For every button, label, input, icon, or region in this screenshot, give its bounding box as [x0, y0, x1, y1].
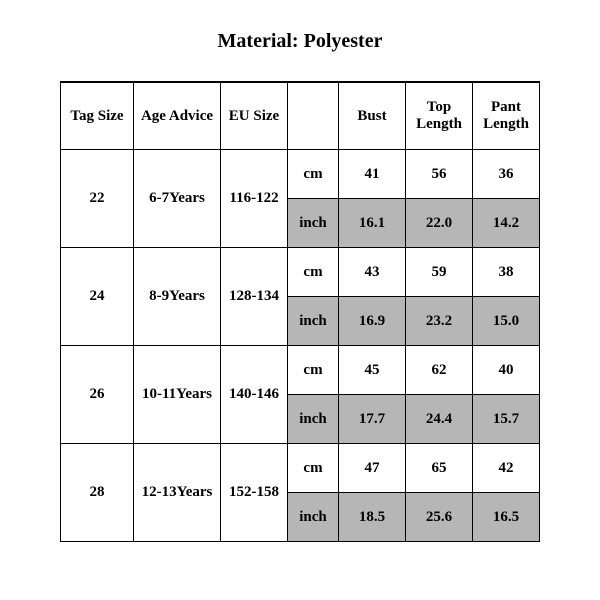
- cell-top-inch: 23.2: [406, 297, 473, 346]
- cell-eu: 140-146: [221, 346, 288, 444]
- cell-unit-inch: inch: [288, 297, 339, 346]
- cell-unit-cm: cm: [288, 444, 339, 493]
- col-bust: Bust: [339, 82, 406, 150]
- cell-bust-inch: 16.9: [339, 297, 406, 346]
- cell-bust-inch: 17.7: [339, 395, 406, 444]
- col-tag-size: Tag Size: [61, 82, 134, 150]
- cell-unit-inch: inch: [288, 395, 339, 444]
- col-top-length: Top Length: [406, 82, 473, 150]
- cell-pant-cm: 36: [473, 150, 540, 199]
- cell-top-cm: 65: [406, 444, 473, 493]
- cell-unit-cm: cm: [288, 248, 339, 297]
- cell-age: 10-11Years: [134, 346, 221, 444]
- cell-top-inch: 25.6: [406, 493, 473, 542]
- cell-pant-inch: 14.2: [473, 199, 540, 248]
- col-eu-size: EU Size: [221, 82, 288, 150]
- cell-bust-inch: 18.5: [339, 493, 406, 542]
- cell-eu: 128-134: [221, 248, 288, 346]
- cell-pant-cm: 38: [473, 248, 540, 297]
- cell-bust-cm: 47: [339, 444, 406, 493]
- cell-age: 6-7Years: [134, 150, 221, 248]
- col-unit: [288, 82, 339, 150]
- cell-tag: 28: [61, 444, 134, 542]
- cell-tag: 22: [61, 150, 134, 248]
- cell-bust-cm: 41: [339, 150, 406, 199]
- header-row: Tag Size Age Advice EU Size Bust Top Len…: [61, 82, 540, 150]
- cell-unit-cm: cm: [288, 346, 339, 395]
- cell-bust-cm: 43: [339, 248, 406, 297]
- cell-bust-inch: 16.1: [339, 199, 406, 248]
- cell-top-inch: 24.4: [406, 395, 473, 444]
- cell-top-cm: 56: [406, 150, 473, 199]
- cell-pant-cm: 42: [473, 444, 540, 493]
- cell-tag: 26: [61, 346, 134, 444]
- cell-top-inch: 22.0: [406, 199, 473, 248]
- cell-pant-cm: 40: [473, 346, 540, 395]
- cell-eu: 152-158: [221, 444, 288, 542]
- cell-unit-inch: inch: [288, 199, 339, 248]
- cell-top-cm: 59: [406, 248, 473, 297]
- table-row: 22 6-7Years 116-122 cm 41 56 36: [61, 150, 540, 199]
- cell-pant-inch: 16.5: [473, 493, 540, 542]
- cell-unit-cm: cm: [288, 150, 339, 199]
- page-title: Material: Polyester: [10, 30, 590, 53]
- table-row: 24 8-9Years 128-134 cm 43 59 38: [61, 248, 540, 297]
- cell-pant-inch: 15.7: [473, 395, 540, 444]
- cell-eu: 116-122: [221, 150, 288, 248]
- page: Material: Polyester Tag Size Age Advice …: [0, 0, 600, 600]
- table-row: 28 12-13Years 152-158 cm 47 65 42: [61, 444, 540, 493]
- cell-bust-cm: 45: [339, 346, 406, 395]
- col-pant-length: Pant Length: [473, 82, 540, 150]
- cell-pant-inch: 15.0: [473, 297, 540, 346]
- cell-top-cm: 62: [406, 346, 473, 395]
- col-age-advice: Age Advice: [134, 82, 221, 150]
- size-table: Tag Size Age Advice EU Size Bust Top Len…: [60, 81, 540, 542]
- cell-unit-inch: inch: [288, 493, 339, 542]
- cell-tag: 24: [61, 248, 134, 346]
- table-row: 26 10-11Years 140-146 cm 45 62 40: [61, 346, 540, 395]
- cell-age: 12-13Years: [134, 444, 221, 542]
- cell-age: 8-9Years: [134, 248, 221, 346]
